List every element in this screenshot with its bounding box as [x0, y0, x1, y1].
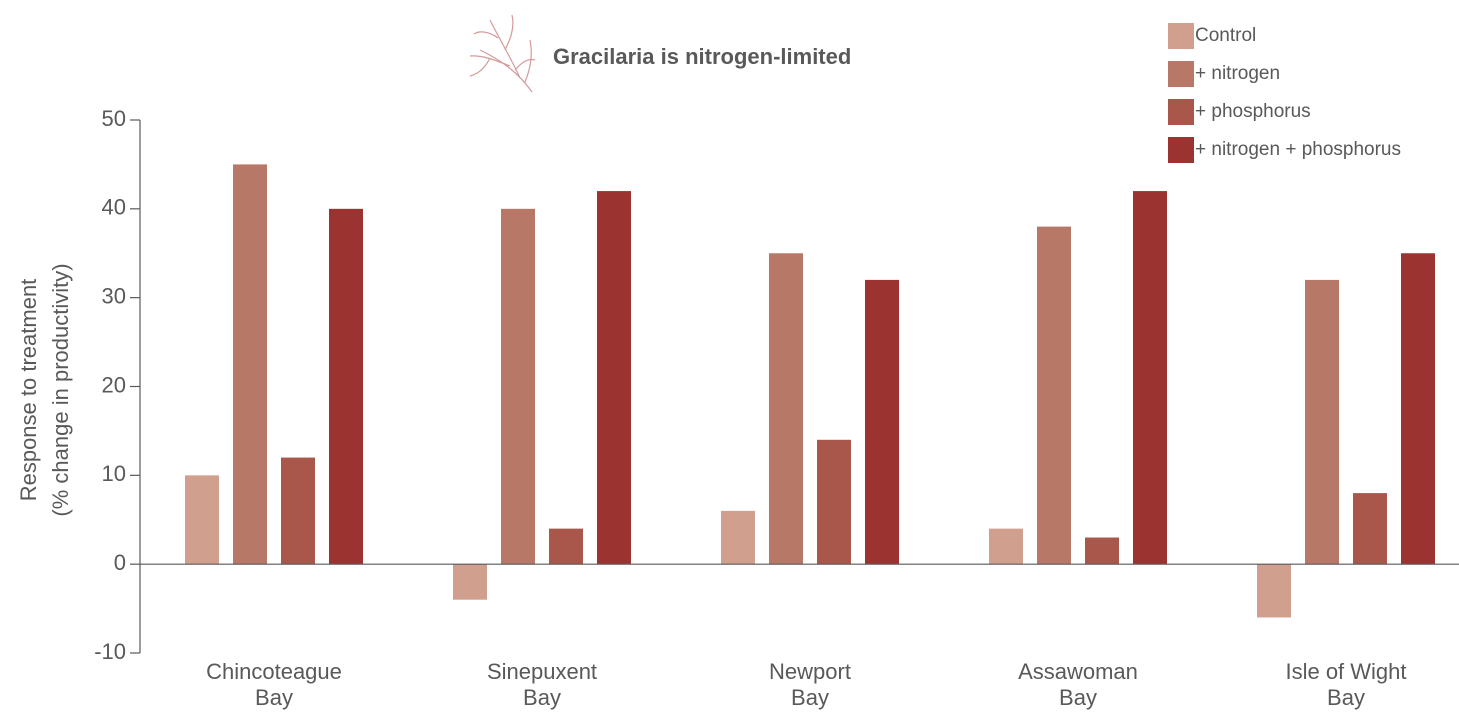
- y-tick-label: 20: [102, 372, 126, 397]
- legend-swatch: [1168, 137, 1194, 163]
- page: Gracilaria is nitrogen-limited Response …: [0, 0, 1459, 719]
- x-tick-label: Sinepuxent Bay: [432, 659, 652, 711]
- y-axis-label: Response to treatment: [16, 279, 41, 502]
- bar: [329, 209, 363, 564]
- bar: [1133, 191, 1167, 564]
- x-tick-label: Newport Bay: [700, 659, 920, 711]
- chart-title: Gracilaria is nitrogen-limited: [553, 44, 851, 69]
- bar: [233, 164, 267, 564]
- legend-swatch: [1168, 61, 1194, 87]
- legend-swatch: [1168, 99, 1194, 125]
- bar: [1353, 493, 1387, 564]
- chart: Gracilaria is nitrogen-limited Response …: [0, 0, 1459, 719]
- bar: [1305, 280, 1339, 564]
- seaweed-icon: [470, 15, 535, 92]
- bar: [1085, 538, 1119, 565]
- y-tick-label: -10: [94, 639, 126, 664]
- bar: [721, 511, 755, 564]
- legend-label: Control: [1195, 25, 1256, 46]
- y-tick-label: 0: [114, 550, 126, 575]
- bar: [549, 529, 583, 565]
- bar: [281, 458, 315, 565]
- bar: [865, 280, 899, 564]
- x-tick-label: Assawoman Bay: [968, 659, 1188, 711]
- x-tick-label: Chincoteague Bay: [164, 659, 384, 711]
- bar: [1037, 227, 1071, 565]
- legend-label: + nitrogen + phosphorus: [1195, 139, 1401, 160]
- bar: [597, 191, 631, 564]
- bar: [769, 253, 803, 564]
- x-tick-label: Isle of Wight Bay: [1236, 659, 1456, 711]
- bar: [453, 564, 487, 600]
- legend-label: + phosphorus: [1195, 101, 1311, 122]
- y-tick-label: 40: [102, 195, 126, 220]
- bar: [1257, 564, 1291, 617]
- y-tick-label: 10: [102, 461, 126, 486]
- legend-label: + nitrogen: [1195, 63, 1280, 84]
- bar: [501, 209, 535, 564]
- bar: [185, 475, 219, 564]
- legend-swatch: [1168, 23, 1194, 49]
- bar: [1401, 253, 1435, 564]
- bar: [817, 440, 851, 564]
- y-tick-label: 30: [102, 283, 126, 308]
- bar: [989, 529, 1023, 565]
- y-tick-label: 50: [102, 106, 126, 131]
- y-axis-label: (% change in productivity): [48, 263, 73, 516]
